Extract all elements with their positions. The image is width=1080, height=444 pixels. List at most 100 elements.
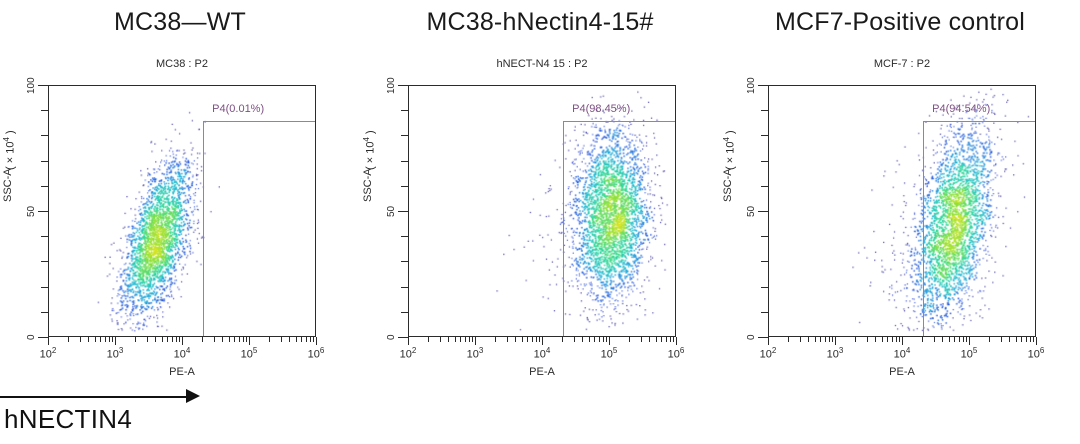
x-tick-minor [79, 337, 81, 342]
flow-plot-panel-3: MCF-7 : P2 SSC-A ( × 104 ) P4(94.54%) PE… [720, 52, 1080, 392]
x-tick-minor [228, 337, 230, 342]
x-tick-minor [922, 337, 924, 342]
y-tick-major [38, 211, 48, 212]
x-tick-minor [582, 337, 584, 342]
flow-cytometry-plots-row: MC38 : P2 SSC-A ( × 104 ) P4(0.01%) PE-A… [0, 52, 1080, 392]
y-tick-minor [41, 286, 48, 288]
y-tick-minor [401, 311, 408, 313]
x-tick-major [609, 337, 610, 345]
gate-rect-1[interactable] [203, 121, 315, 336]
x-tick-minor [788, 337, 790, 342]
x-tick-label: 104 [173, 346, 191, 361]
gate-rect-3[interactable] [923, 121, 1035, 336]
x-tick-minor [672, 337, 674, 342]
x-tick-minor [238, 337, 240, 342]
x-tick-major [768, 337, 769, 345]
y-tick-minor [401, 236, 408, 238]
x-tick-minor [594, 337, 596, 342]
x-tick-minor [171, 337, 173, 342]
gate-label-1: P4(0.01%) [212, 103, 265, 116]
x-tick-minor [234, 337, 236, 342]
x-tick-label: 106 [307, 346, 325, 361]
y-tick-minor [41, 261, 48, 263]
x-tick-major [969, 337, 970, 345]
y-tick-label: 0 [386, 334, 397, 341]
y-tick-label: 50 [746, 206, 757, 218]
x-tick-minor [933, 337, 935, 342]
panel-title-1: MC38—WT [114, 8, 246, 36]
x-tick-minor [649, 337, 651, 342]
x-tick-minor [222, 337, 224, 342]
x-tick-minor [855, 337, 857, 342]
y-tick-minor [761, 261, 768, 263]
panel-title-3: MCF7-Positive control [774, 8, 1026, 36]
x-tick-minor [954, 337, 956, 342]
x-tick-minor [808, 337, 810, 342]
x-tick-major [182, 337, 183, 345]
x-tick-minor [428, 337, 430, 342]
x-tick-major [676, 337, 677, 345]
y-tick-minor [401, 135, 408, 137]
x-tick-minor [269, 337, 271, 342]
x-tick-minor [521, 337, 523, 342]
flow-plot-panel-1: MC38 : P2 SSC-A ( × 104 ) P4(0.01%) PE-A… [0, 52, 360, 392]
y-tick-minor [401, 185, 408, 187]
x-tick-minor [828, 337, 830, 342]
x-tick-label: 106 [667, 346, 685, 361]
x-tick-minor [309, 337, 311, 342]
y-axis-unit-3: ( × 104 ) [722, 130, 737, 170]
x-tick-minor [661, 337, 663, 342]
y-axis-unit-2: ( × 104 ) [362, 130, 377, 170]
gate-rect-2[interactable] [563, 121, 675, 336]
x-tick-label: 103 [106, 346, 124, 361]
x-tick-minor [1000, 337, 1002, 342]
x-tick-minor [881, 337, 883, 342]
y-tick-minor [401, 110, 408, 112]
gate-label-3: P4(94.54%) [932, 103, 991, 116]
x-tick-minor [464, 337, 466, 342]
plot-header-1: MC38 : P2 [156, 58, 208, 70]
x-tick-minor [245, 337, 247, 342]
x-tick-minor [640, 337, 642, 342]
x-tick-major [902, 337, 903, 345]
x-tick-minor [629, 337, 631, 342]
y-tick-minor [401, 261, 408, 263]
y-tick-minor [761, 311, 768, 313]
y-tick-major [758, 337, 768, 338]
y-tick-label: 100 [746, 77, 757, 95]
x-tick-minor [1025, 337, 1027, 342]
x-tick-minor [562, 337, 564, 342]
x-tick-minor [942, 337, 944, 342]
x-tick-label: 102 [399, 346, 417, 361]
x-tick-minor [305, 337, 307, 342]
x-tick-minor [146, 337, 148, 342]
x-tick-minor [962, 337, 964, 342]
x-tick-minor [495, 337, 497, 342]
y-tick-minor [761, 160, 768, 162]
x-tick-minor [814, 337, 816, 342]
x-tick-minor [588, 337, 590, 342]
plot-frame-2 [408, 85, 676, 337]
scatter-canvas-3 [769, 86, 1035, 336]
scatter-canvas-2 [409, 86, 675, 336]
x-tick-major [48, 337, 49, 345]
x-tick-minor [88, 337, 90, 342]
x-tick-minor [111, 337, 113, 342]
y-axis-label-3: SSC-A [722, 168, 734, 202]
x-tick-minor [820, 337, 822, 342]
marker-name-label: hNECTIN4 [4, 404, 133, 434]
x-tick-major [316, 337, 317, 345]
y-tick-minor [41, 110, 48, 112]
x-tick-minor [875, 337, 877, 342]
x-tick-minor [866, 337, 868, 342]
x-tick-minor [898, 337, 900, 342]
y-tick-major [38, 85, 48, 86]
x-tick-minor [602, 337, 604, 342]
x-tick-minor [531, 337, 533, 342]
x-tick-minor [1009, 337, 1011, 342]
gate-label-2: P4(98.45%) [572, 103, 631, 116]
x-tick-minor [1032, 337, 1034, 342]
plot-header-3: MCF-7 : P2 [873, 58, 931, 70]
y-tick-major [398, 211, 408, 212]
x-tick-minor [527, 337, 529, 342]
